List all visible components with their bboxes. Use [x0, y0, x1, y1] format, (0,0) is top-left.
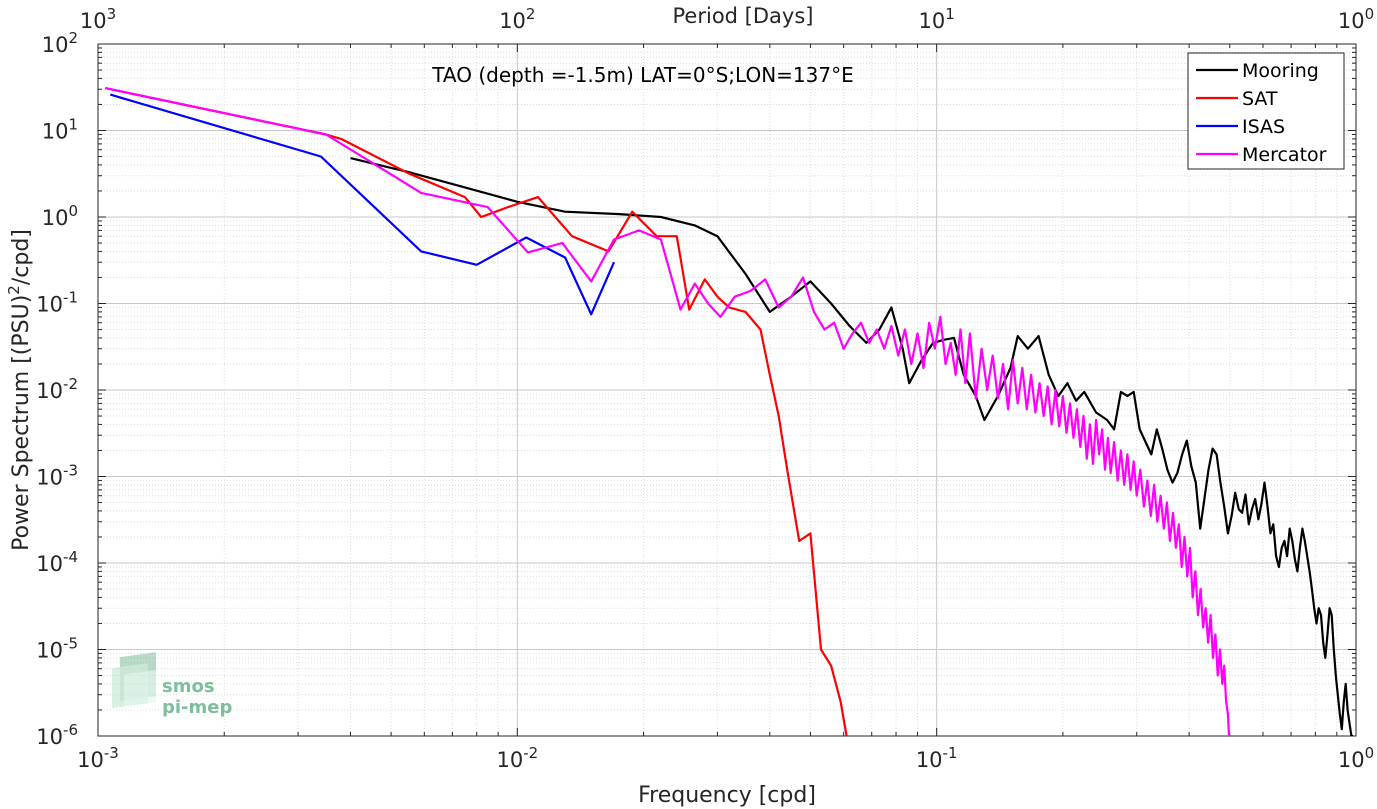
- y-tick-label: 101: [42, 116, 78, 144]
- axis-tick-marks: [97, 43, 1357, 737]
- series-line-isas: [109, 93, 616, 316]
- top-axis-label: Period [Days]: [673, 4, 814, 28]
- series-line-sat: [110, 88, 848, 736]
- series-layer: [104, 86, 1354, 736]
- x-axis-label: Frequency [cpd]: [638, 783, 816, 808]
- x-tick-label: 10-2: [496, 744, 538, 772]
- logo-line-pi-mep: pi-mep: [162, 697, 232, 718]
- top-tick-label: 103: [80, 5, 116, 33]
- top-tick-label: 100: [1338, 5, 1374, 33]
- y-tick-label: 10-1: [36, 289, 78, 317]
- y-tick-label: 10-6: [36, 721, 78, 749]
- y-axis-label: Power Spectrum [(PSU)2/cpd]: [5, 229, 34, 551]
- x-tick-label: 100: [1338, 744, 1374, 772]
- y-tick-label: 102: [42, 29, 78, 57]
- y-axis-label-tail: /cpd]: [9, 229, 34, 285]
- top-tick-label: 101: [919, 5, 955, 33]
- legend: Mooring SAT ISAS Mercator: [1187, 52, 1345, 170]
- legend-label-sat: SAT: [1242, 88, 1278, 110]
- y-tick-label: 100: [42, 202, 78, 230]
- legend-box: [1187, 52, 1345, 170]
- y-tick-label: 10-4: [36, 548, 78, 576]
- x-tick-label: 10-3: [77, 744, 119, 772]
- y-axis-label-main: Power Spectrum [(PSU): [9, 295, 34, 551]
- y-tick-label: 10-3: [36, 462, 78, 490]
- legend-items: Mooring SAT ISAS Mercator: [1196, 60, 1327, 166]
- legend-label-mooring: Mooring: [1242, 60, 1319, 82]
- y-tick-label: 10-2: [36, 375, 78, 403]
- series-line-mercator: [104, 86, 1231, 736]
- legend-label-isas: ISAS: [1242, 116, 1285, 138]
- y-tick-label: 10-5: [36, 635, 78, 663]
- top-tick-label: 102: [499, 5, 535, 33]
- chart-title: TAO (depth =-1.5m) LAT=0°S;LON=137°E: [431, 63, 853, 87]
- smos-pi-mep-logo: smos pi-mep: [112, 652, 232, 718]
- y-axis-label-sup: 2: [5, 285, 23, 295]
- logo-emblem-icon: [112, 652, 156, 709]
- legend-label-mercator: Mercator: [1242, 144, 1327, 166]
- logo-line-smos: smos: [162, 676, 215, 697]
- x-tick-label: 10-1: [916, 744, 958, 772]
- series-line-mooring: [350, 157, 1354, 736]
